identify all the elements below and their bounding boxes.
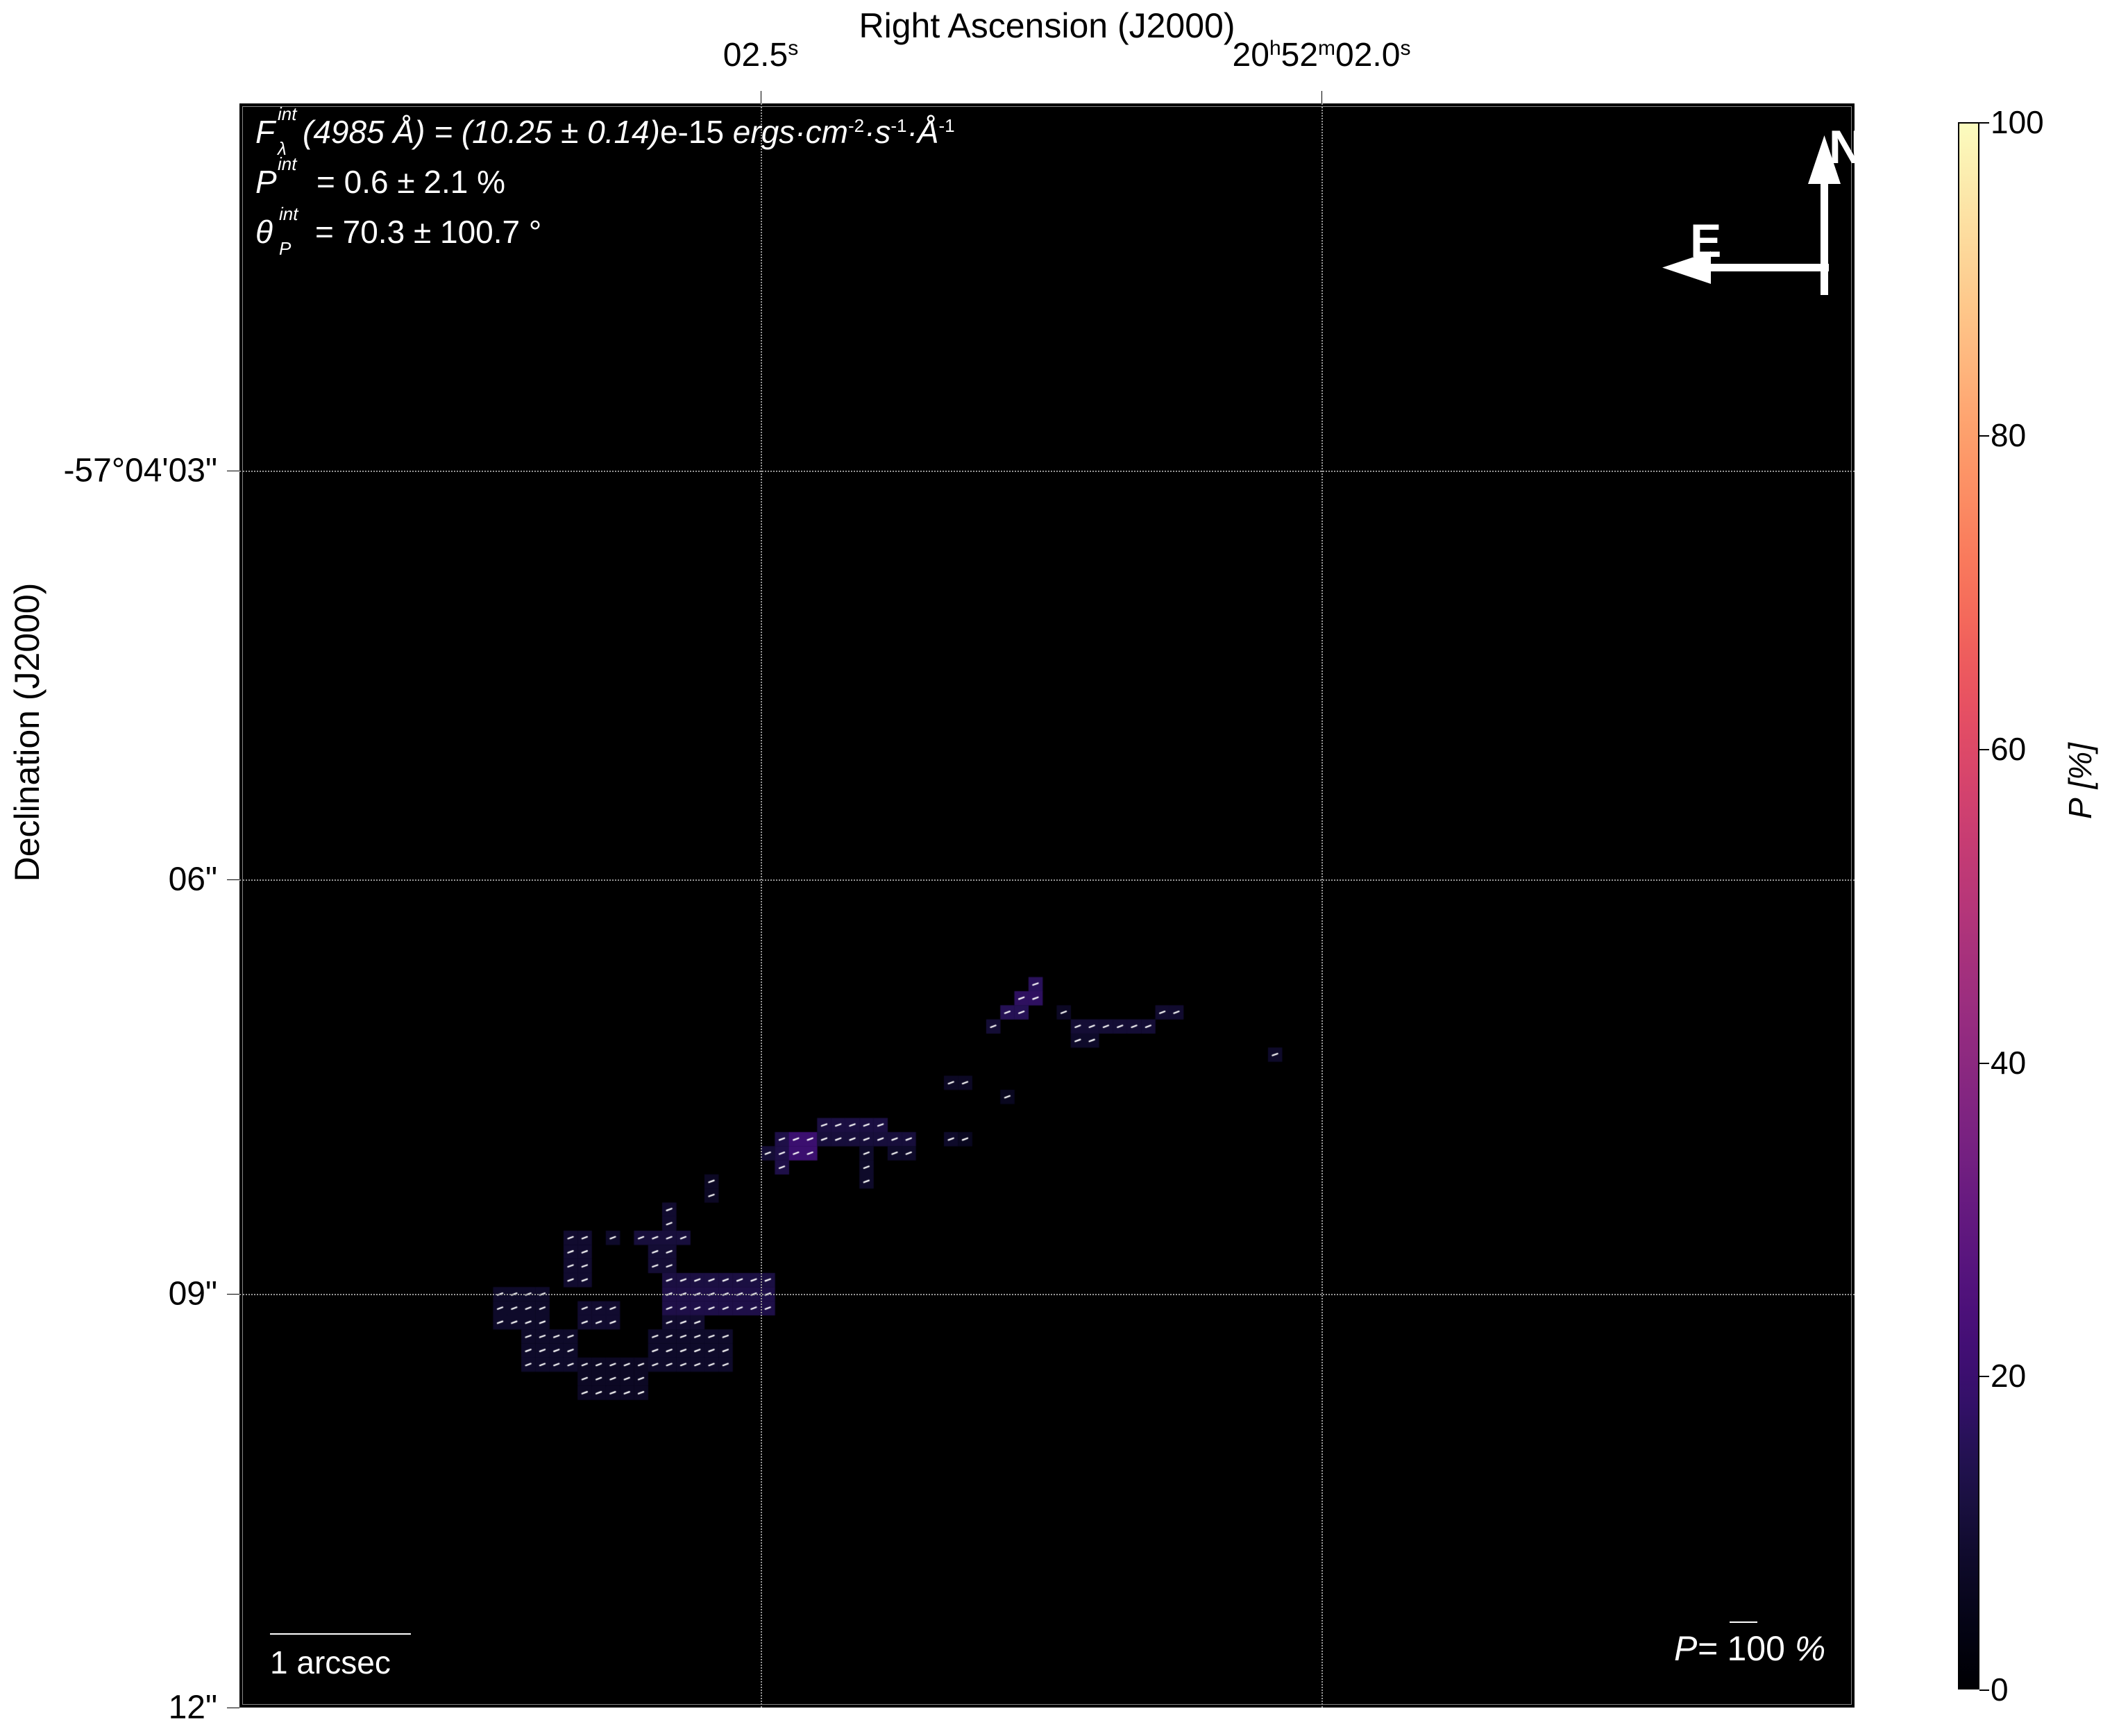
svg-text:N: N [1829,121,1860,174]
svg-text:E: E [1690,214,1721,267]
